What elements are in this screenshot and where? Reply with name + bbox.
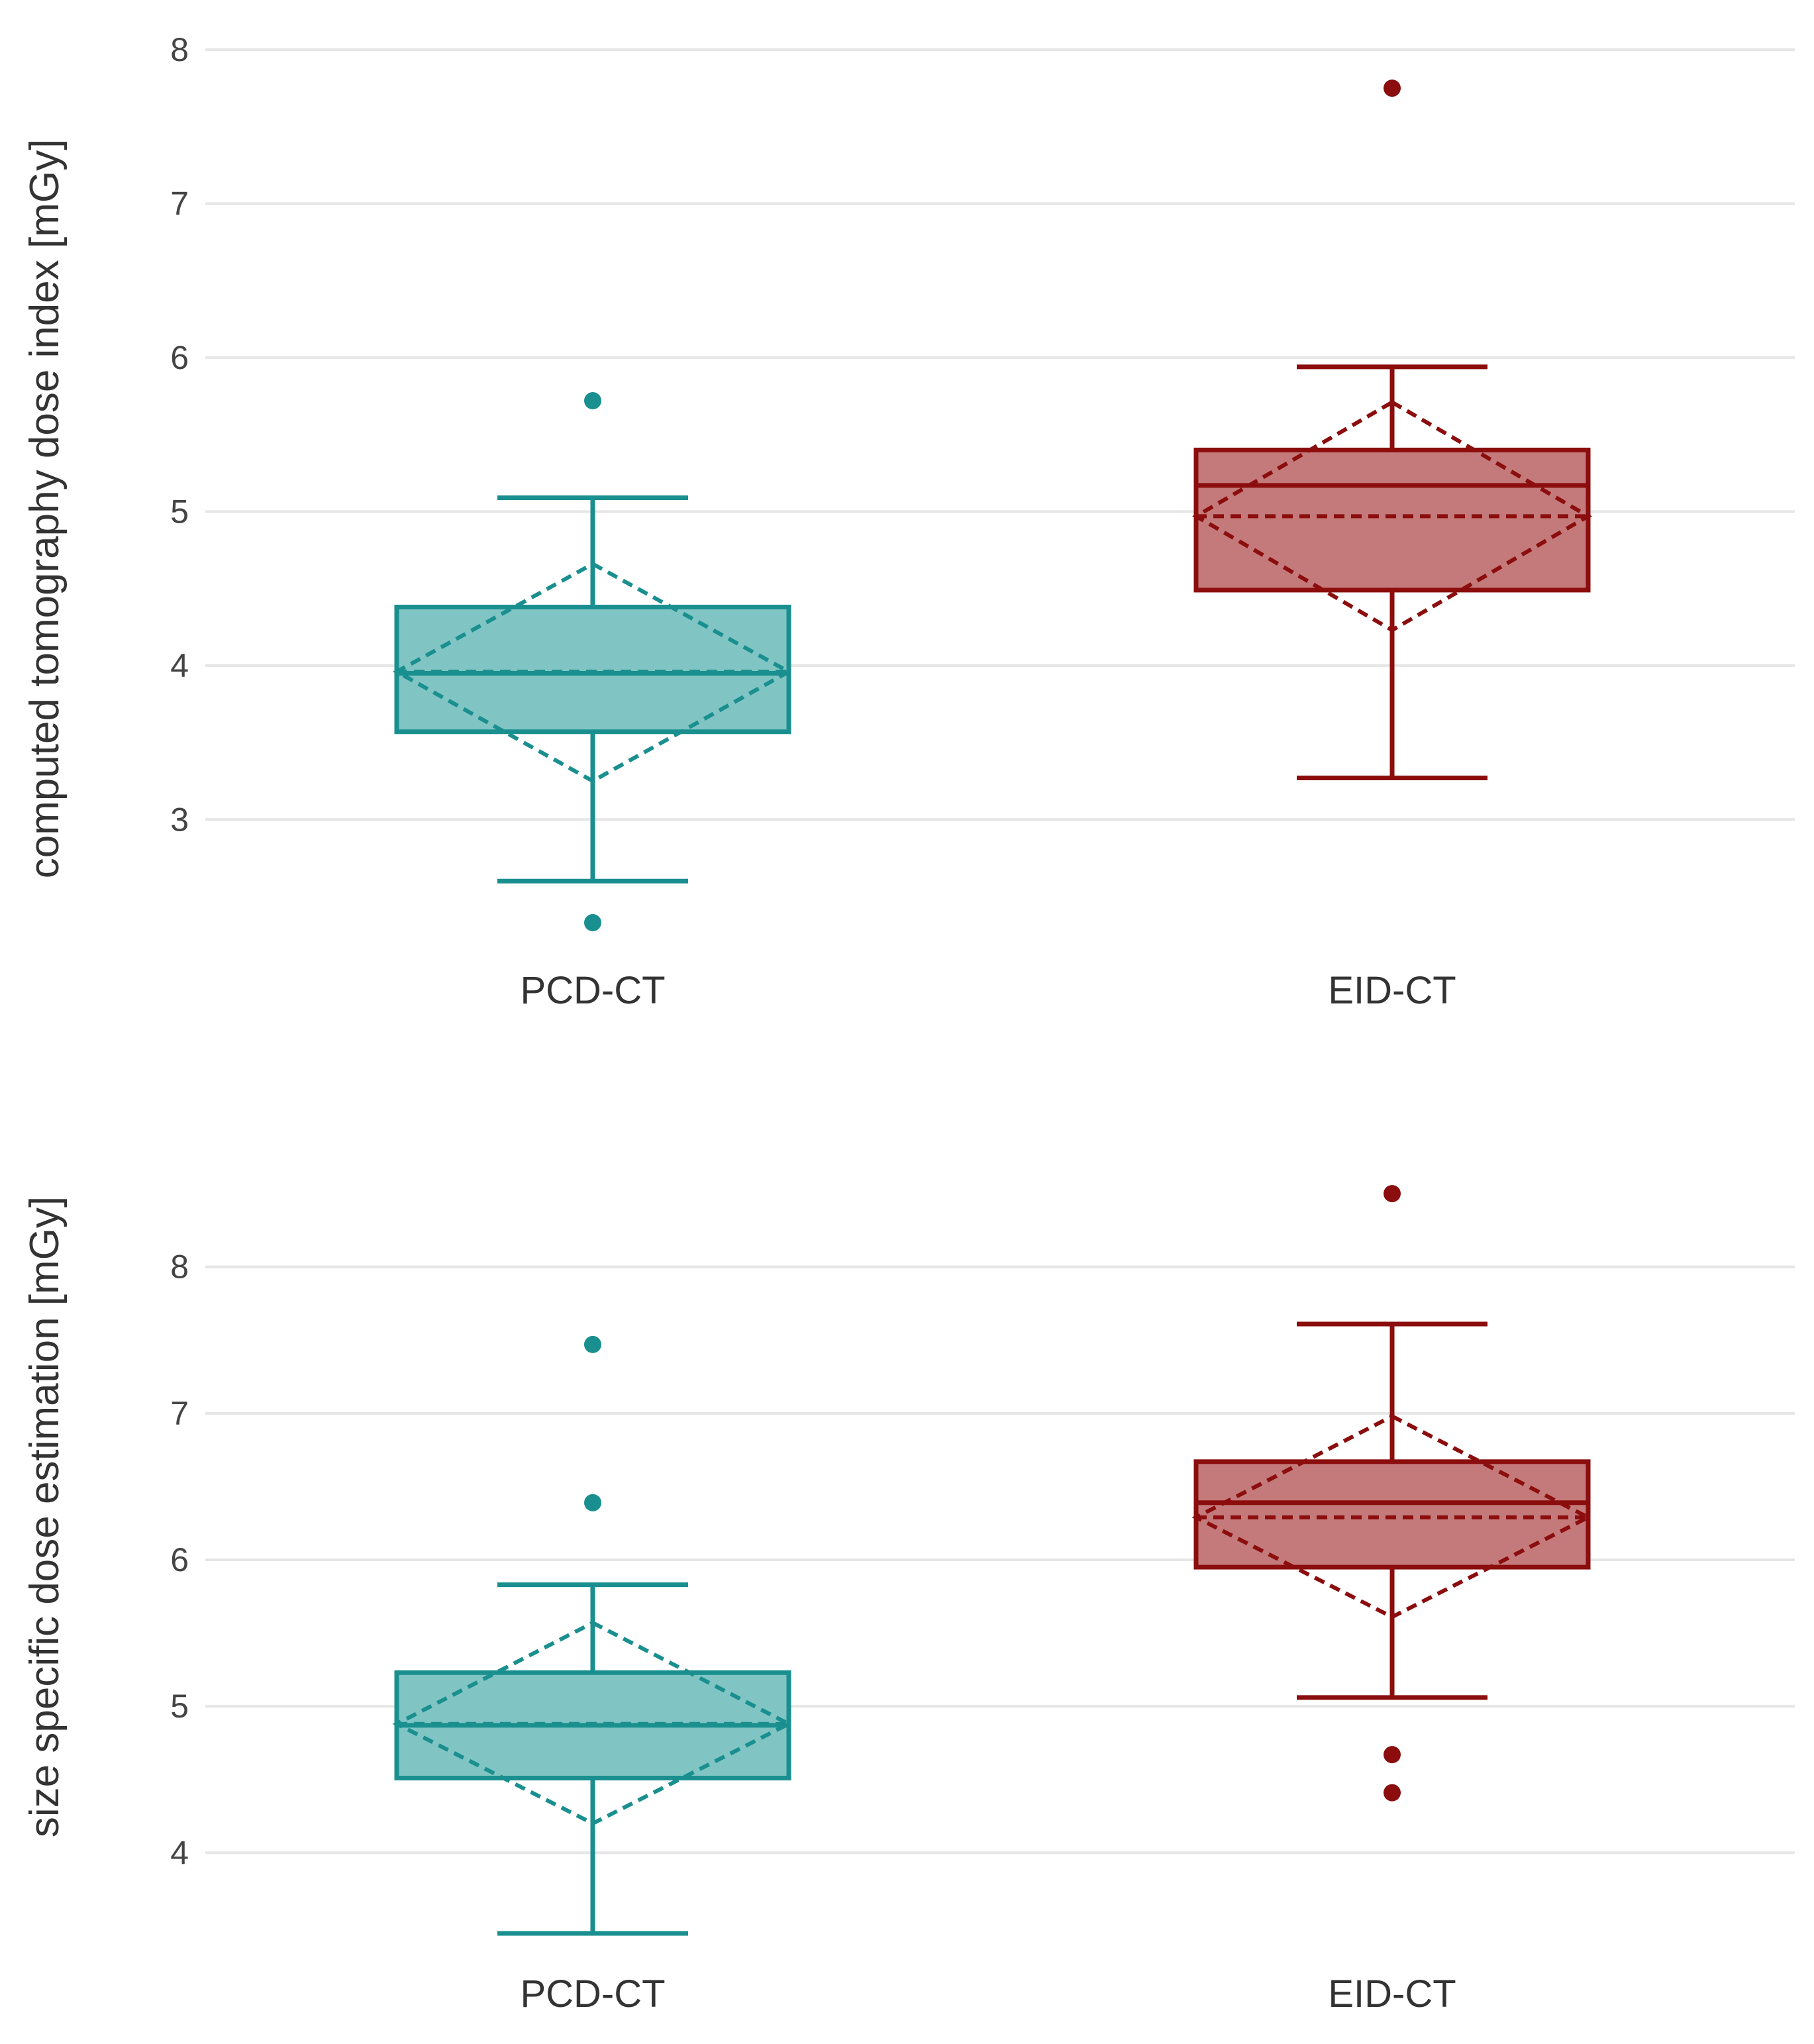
outlier-point (1384, 1746, 1401, 1764)
outlier-point (1384, 1185, 1401, 1203)
y-tick-label: 4 (170, 1834, 189, 1871)
mean-ci-diamond (1192, 399, 1592, 633)
box-pcd-ct (392, 1335, 793, 1936)
y-tick-label: 8 (170, 31, 189, 68)
mean-ci-diamond (392, 561, 793, 784)
ctdi-panel: 3 4 5 6 7 8 computed tomography dose index [mG… (22, 31, 1795, 1012)
iqr-box (1193, 447, 1591, 593)
y-axis-label: size specific dose estimation [mGy] (22, 1196, 68, 1837)
y-tick-label: 3 (170, 801, 189, 838)
y-tick-label: 7 (170, 185, 189, 222)
mean-ci-diamond (392, 1620, 793, 1826)
x-category-label: EID-CT (1328, 969, 1456, 1012)
iqr-box (394, 604, 791, 735)
box-pcd-ct (392, 392, 793, 932)
box-eid-ct (1192, 79, 1592, 781)
mean-ci-diamond (1191, 1413, 1593, 1619)
x-category-label: PCD-CT (520, 969, 665, 1012)
outlier-point (584, 1494, 601, 1511)
y-tick-label: 4 (170, 647, 189, 684)
y-axis-label: computed tomography dose index [mGy] (22, 139, 68, 879)
iqr-box (1193, 1459, 1591, 1570)
outlier-point (1384, 79, 1401, 97)
y-tick-label: 5 (170, 493, 189, 530)
outlier-point (584, 914, 601, 932)
outlier-point (584, 1335, 601, 1353)
outlier-point (584, 392, 601, 409)
y-tick-label: 7 (170, 1395, 189, 1432)
box-eid-ct (1191, 1185, 1593, 1802)
x-category-label: PCD-CT (520, 1972, 665, 2016)
y-tick-label: 8 (170, 1249, 189, 1286)
ssde-panel: 4 5 6 7 8 size specific dose estimation [mGy]… (22, 1185, 1795, 2016)
y-tick-label: 6 (170, 1541, 189, 1578)
outlier-point (1384, 1784, 1401, 1802)
y-tick-label: 6 (170, 339, 189, 376)
x-category-label: EID-CT (1328, 1972, 1456, 2016)
y-tick-label: 5 (170, 1688, 189, 1725)
